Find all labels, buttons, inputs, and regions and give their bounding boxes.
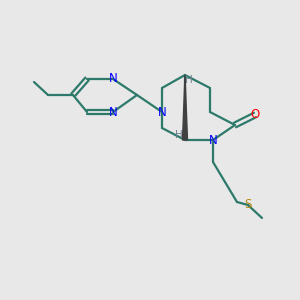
Text: H: H [175,130,183,140]
Text: N: N [208,134,217,146]
Text: N: N [158,106,166,118]
Text: O: O [250,109,260,122]
Polygon shape [182,75,188,140]
Text: N: N [109,73,117,85]
Text: H: H [185,75,193,85]
Text: N: N [109,106,117,118]
Text: S: S [244,199,252,212]
